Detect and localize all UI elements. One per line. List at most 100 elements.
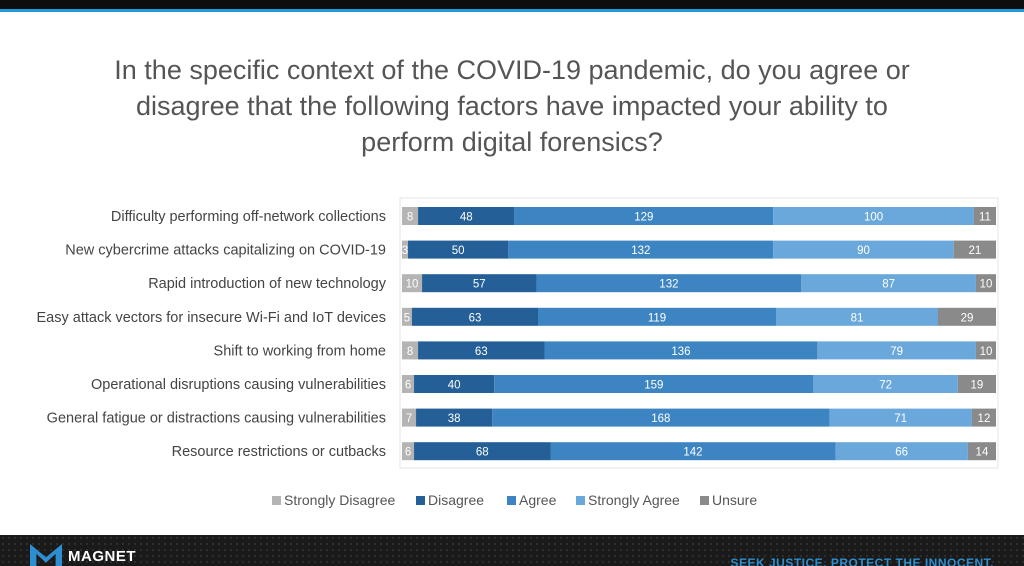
bar-segment — [773, 240, 954, 259]
data-label: 159 — [644, 380, 663, 392]
data-label: 63 — [475, 346, 488, 358]
data-label: 136 — [671, 346, 690, 358]
stacked-bar-chart: Difficulty performing off-network collec… — [37, 197, 999, 508]
bar-segment — [402, 341, 419, 360]
legend-label: Strongly Disagree — [284, 492, 395, 508]
data-label: 7 — [406, 413, 412, 425]
bar-segment — [416, 408, 493, 427]
bar-segment — [414, 442, 551, 461]
bar-segment — [801, 274, 976, 293]
data-label: 5 — [404, 312, 410, 324]
plot-frame — [399, 197, 999, 469]
data-label: 6 — [405, 447, 411, 459]
data-label: 6 — [405, 380, 411, 392]
legend-swatch — [576, 496, 585, 505]
bar-segment — [402, 375, 415, 393]
bar-segment — [536, 274, 802, 293]
data-label: 8 — [407, 346, 413, 358]
legend-label: Strongly Agree — [588, 492, 680, 508]
title-line-2: disagree that the following factors have… — [136, 91, 888, 121]
bar-segment — [402, 442, 415, 461]
data-label: 57 — [473, 279, 486, 291]
bar-segment — [967, 442, 996, 461]
legend-swatch — [416, 496, 425, 505]
footer-pattern — [0, 535, 1024, 566]
data-label: 132 — [659, 279, 678, 291]
data-label: 72 — [879, 380, 892, 392]
data-label: 63 — [469, 312, 482, 324]
bar-segment — [418, 207, 515, 225]
bar-segment — [402, 274, 423, 293]
title-line-3: perform digital forensics? — [361, 127, 663, 157]
bar-segment — [773, 207, 974, 225]
slide-title: In the specific context of the COVID-19 … — [100, 52, 924, 160]
data-label: 10 — [980, 346, 993, 358]
legend-label: Disagree — [428, 492, 484, 508]
data-label: 132 — [631, 245, 650, 257]
category-label: Easy attack vectors for insecure Wi-Fi a… — [37, 310, 386, 326]
data-label: 87 — [882, 279, 895, 291]
bar-segment — [408, 240, 509, 259]
data-label: 3 — [402, 245, 408, 257]
data-label: 10 — [406, 279, 419, 291]
data-label: 119 — [648, 312, 666, 324]
data-label: 100 — [864, 212, 883, 224]
title-line-1: In the specific context of the COVID-19 … — [114, 55, 910, 85]
data-label: 12 — [978, 413, 991, 425]
footer-tagline: SEEK JUSTICE. PROTECT THE INNOCENT. — [730, 556, 994, 566]
bar-segment — [538, 307, 776, 326]
legend-swatch — [507, 496, 516, 505]
bar-segment — [418, 341, 545, 360]
bar-segment — [953, 240, 996, 259]
category-label: Resource restrictions or cutbacks — [172, 444, 386, 460]
bar-segment — [813, 375, 958, 393]
bar-segment — [835, 442, 968, 461]
data-label: 90 — [857, 245, 870, 257]
bar-segment — [414, 375, 495, 393]
data-label: 38 — [448, 413, 461, 425]
data-label: 81 — [851, 312, 864, 324]
data-label: 71 — [894, 413, 907, 425]
bar-segment — [829, 408, 972, 427]
data-label: 11 — [979, 212, 991, 224]
logo-text: MAGNET — [68, 548, 136, 565]
data-label: 29 — [961, 312, 974, 324]
bar-segment — [776, 307, 938, 326]
data-label: 48 — [460, 212, 473, 224]
data-label: 68 — [476, 447, 489, 459]
data-label: 19 — [971, 380, 984, 392]
category-label: Shift to working from home — [214, 343, 386, 359]
data-label: 142 — [683, 447, 702, 459]
bar-segment — [508, 240, 774, 259]
bar-segment — [402, 307, 412, 326]
category-label: Rapid introduction of new technology — [148, 276, 387, 292]
legend-swatch — [272, 496, 281, 505]
data-label: 50 — [452, 245, 465, 257]
bar-segment — [494, 375, 814, 393]
category-label: Operational disruptions causing vulnerab… — [91, 377, 386, 393]
bar-segment — [973, 207, 996, 225]
category-label: Difficulty performing off-network collec… — [111, 209, 386, 225]
bar-segment — [971, 408, 996, 427]
category-label: New cybercrime attacks capitalizing on C… — [65, 243, 386, 259]
legend-swatch — [700, 496, 709, 505]
data-label: 40 — [448, 380, 461, 392]
bar-segment — [422, 274, 537, 293]
bar-segment — [975, 341, 996, 360]
data-label: 10 — [980, 279, 993, 291]
bar-segment — [412, 307, 538, 326]
footer-bar: MAGNET SEEK JUSTICE. PROTECT THE INNOCEN… — [0, 535, 1024, 566]
legend-label: Unsure — [712, 492, 757, 508]
bar-segment — [550, 442, 836, 461]
data-label: 8 — [407, 212, 413, 224]
data-label: 66 — [895, 447, 908, 459]
bar-segment — [492, 408, 830, 427]
bar-segment — [514, 207, 774, 225]
bar-segment — [544, 341, 818, 360]
bar-segment — [957, 375, 996, 393]
bar-segment — [402, 240, 409, 259]
data-label: 79 — [890, 346, 903, 358]
data-label: 14 — [976, 447, 989, 459]
bar-segment — [402, 408, 417, 427]
bar-segment — [817, 341, 976, 360]
